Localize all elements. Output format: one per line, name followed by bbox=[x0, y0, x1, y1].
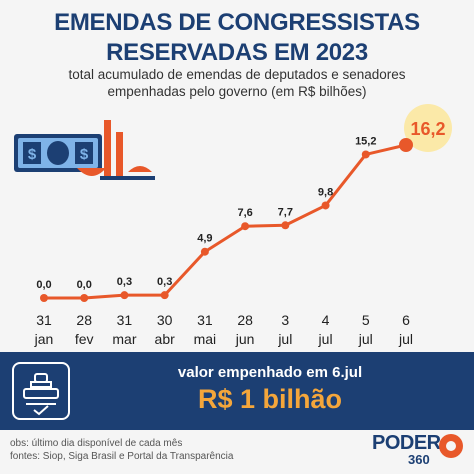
svg-text:$: $ bbox=[80, 146, 89, 163]
data-point bbox=[399, 138, 413, 152]
data-point bbox=[241, 222, 250, 231]
x-tick-month: mai bbox=[194, 331, 217, 347]
svg-text:$: $ bbox=[28, 146, 37, 163]
x-tick-day: 6 bbox=[402, 312, 410, 328]
x-tick-day: 28 bbox=[76, 312, 92, 328]
highlight-band: valor empenhado em 6.jul R$ 1 bilhão bbox=[0, 352, 474, 430]
data-point bbox=[281, 221, 290, 230]
highlight-bubble bbox=[404, 104, 452, 152]
x-tick-day: 31 bbox=[117, 312, 133, 328]
x-tick-day: 31 bbox=[36, 312, 52, 328]
series-line bbox=[44, 143, 407, 300]
data-label: 7,6 bbox=[237, 207, 252, 219]
data-point bbox=[200, 247, 209, 256]
data-point bbox=[120, 291, 129, 300]
x-tick-day: 5 bbox=[362, 312, 370, 328]
x-tick-day: 30 bbox=[157, 312, 173, 328]
data-label: 0,3 bbox=[117, 276, 132, 288]
chart-subtitle: total acumulado de emendas de deputados … bbox=[0, 66, 474, 100]
title-line-1: EMENDAS DE CONGRESSISTAS bbox=[54, 9, 420, 36]
x-tick-day: 4 bbox=[322, 312, 330, 328]
data-label: 0,3 bbox=[157, 276, 172, 288]
stamp-icon bbox=[12, 362, 70, 420]
data-point bbox=[160, 291, 169, 300]
data-label: 15,2 bbox=[355, 135, 376, 147]
x-tick-month: mar bbox=[112, 331, 136, 347]
chart-title: EMENDAS DE CONGRESSISTAS RESERVADAS EM 2… bbox=[0, 8, 474, 68]
data-label: 16,2 bbox=[410, 119, 445, 139]
footer-sources: fontes: Siop, Siga Brasil e Portal da Tr… bbox=[10, 451, 234, 462]
data-point bbox=[361, 150, 370, 159]
footer-note: obs: último dia disponível de cada mês bbox=[10, 438, 183, 449]
x-tick-day: 28 bbox=[237, 312, 253, 328]
data-point bbox=[80, 294, 89, 302]
data-point bbox=[321, 201, 330, 210]
data-label: 7,7 bbox=[278, 206, 293, 218]
poder360-logo: PODER 360 bbox=[372, 432, 464, 468]
subtitle-line-1: total acumulado de emendas de deputados … bbox=[68, 67, 406, 82]
x-tick-month: jul bbox=[358, 331, 373, 347]
x-tick-day: 31 bbox=[197, 312, 213, 328]
footer-notes: obs: último dia disponível de cada mês f… bbox=[10, 437, 233, 463]
data-label: 0,0 bbox=[36, 279, 51, 291]
data-label: 4,9 bbox=[197, 233, 212, 245]
x-tick-month: abr bbox=[155, 331, 176, 347]
data-label: 9,8 bbox=[318, 186, 333, 198]
logo-text: PODER bbox=[372, 432, 441, 454]
band-value: R$ 1 bilhão bbox=[197, 384, 343, 414]
x-tick-month: jun bbox=[235, 331, 255, 347]
logo-sub: 360 bbox=[408, 452, 430, 467]
x-tick-month: jan bbox=[34, 331, 54, 347]
money-scale-icon: $ $ bbox=[14, 120, 155, 180]
subtitle-line-2: empenhadas pelo governo (em R$ bilhões) bbox=[107, 84, 367, 99]
title-line-2: RESERVADAS EM 2023 bbox=[106, 39, 368, 66]
logo-mark-icon bbox=[439, 434, 463, 458]
x-tick-month: jul bbox=[398, 331, 413, 347]
band-label: valor empenhado em 6.jul bbox=[177, 364, 363, 381]
x-tick-month: jul bbox=[318, 331, 333, 347]
x-tick-day: 3 bbox=[281, 312, 289, 328]
data-point bbox=[40, 294, 48, 302]
x-tick-month: fev bbox=[75, 331, 94, 347]
line-chart: $ $ 0,0 31 jan 0,0 28 fev 0,3 31 mar 0,3 30 abr 4,9 3… bbox=[14, 104, 452, 347]
x-tick-month: jul bbox=[277, 331, 292, 347]
data-label: 0,0 bbox=[77, 279, 92, 291]
